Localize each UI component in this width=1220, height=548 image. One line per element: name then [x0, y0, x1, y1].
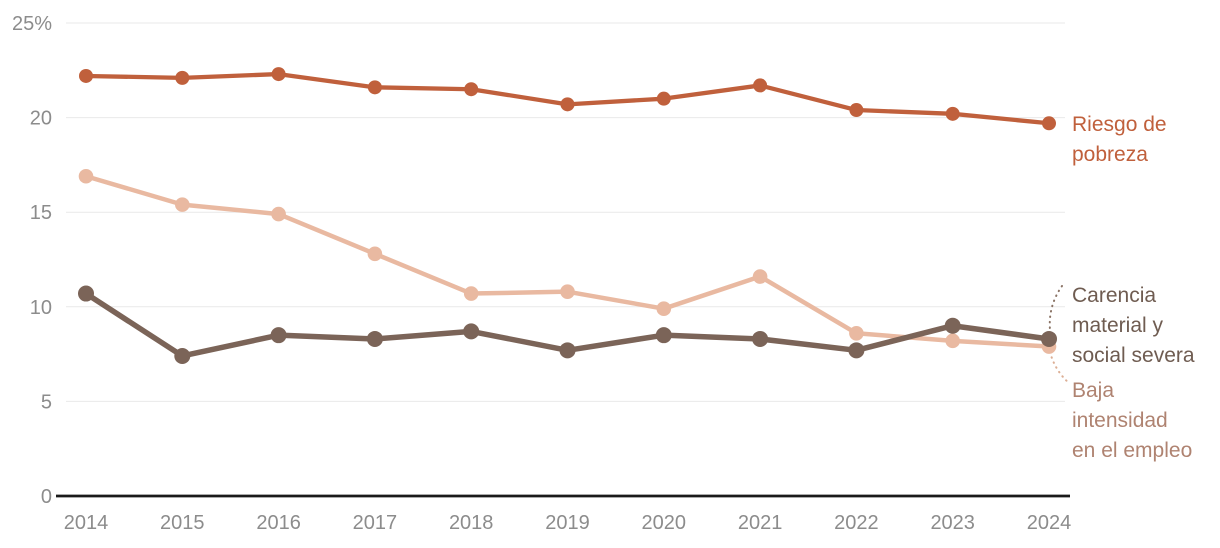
series-baja-intensidad-en-el-empleo [78, 168, 1057, 354]
data-point-riesgo-de-pobreza-2022[interactable] [849, 103, 864, 118]
data-point-carencia-material-y-social-severa-2020[interactable] [655, 327, 672, 344]
data-point-riesgo-de-pobreza-2018[interactable] [464, 82, 479, 97]
x-tick-label-2014: 2014 [64, 512, 109, 534]
series-label-line: social severa [1072, 344, 1195, 367]
series-label-line: Baja [1072, 379, 1114, 402]
x-tick-label-2024: 2024 [1027, 512, 1072, 534]
data-point-riesgo-de-pobreza-2016[interactable] [271, 67, 286, 82]
series-label-line: pobreza [1072, 143, 1148, 166]
data-point-baja-intensidad-en-el-empleo-2019[interactable] [560, 284, 575, 299]
label-leader-lines [1048, 285, 1071, 385]
data-point-carencia-material-y-social-severa-2019[interactable] [559, 342, 576, 359]
data-point-carencia-material-y-social-severa-2017[interactable] [366, 330, 383, 347]
data-point-baja-intensidad-en-el-empleo-2020[interactable] [656, 301, 672, 316]
data-point-riesgo-de-pobreza-2019[interactable] [560, 97, 575, 112]
y-tick-label-25: 25% [12, 13, 52, 35]
series-label-carencia-material-y-social-severa: Carencia material y social severa [1072, 284, 1195, 367]
data-point-riesgo-de-pobreza-2024[interactable] [1042, 116, 1056, 131]
x-tick-label-2016: 2016 [256, 512, 301, 534]
axis-and-series-labels: 0 5 10 15 20 25% 2014 2015 2016 2017 2018 2019 2020 2… [12, 13, 1195, 534]
series-layer [78, 67, 1057, 364]
series-carencia-material-y-social-severa [78, 285, 1057, 364]
data-point-carencia-material-y-social-severa-2021[interactable] [752, 330, 769, 347]
series-label-line: en el empleo [1072, 439, 1192, 462]
x-tick-label-2023: 2023 [930, 512, 975, 534]
gridlines [66, 22, 1065, 402]
data-point-baja-intensidad-en-el-empleo-2015[interactable] [175, 197, 190, 212]
series-label-baja-intensidad-en-el-empleo: Baja intensidad en el empleo [1072, 379, 1192, 462]
x-tick-label-2017: 2017 [353, 512, 398, 534]
x-tick-label-2019: 2019 [545, 512, 590, 534]
series-label-line: Carencia [1072, 284, 1156, 307]
data-point-riesgo-de-pobreza-2017[interactable] [367, 80, 382, 95]
series-label-line: Riesgo de [1072, 113, 1167, 136]
data-point-riesgo-de-pobreza-2021[interactable] [753, 78, 768, 93]
data-point-carencia-material-y-social-severa-2015[interactable] [174, 347, 191, 364]
data-point-carencia-material-y-social-severa-2018[interactable] [463, 323, 480, 340]
x-tick-label-2020: 2020 [642, 512, 687, 534]
data-point-riesgo-de-pobreza-2015[interactable] [175, 70, 190, 85]
data-point-baja-intensidad-en-el-empleo-2023[interactable] [945, 333, 960, 349]
data-point-baja-intensidad-en-el-empleo-2018[interactable] [463, 286, 479, 301]
y-tick-label-5: 5 [41, 391, 52, 413]
data-point-carencia-material-y-social-severa-2023[interactable] [944, 317, 961, 334]
data-point-carencia-material-y-social-severa-2022[interactable] [848, 342, 865, 359]
data-point-riesgo-de-pobreza-2023[interactable] [945, 106, 960, 121]
y-tick-label-10: 10 [30, 297, 52, 319]
series-label-line: material y [1072, 314, 1164, 337]
data-point-riesgo-de-pobreza-2020[interactable] [656, 91, 671, 106]
leader-line-carencia [1048, 285, 1063, 331]
series-label-riesgo-de-pobreza: Riesgo de pobreza [1072, 113, 1167, 166]
x-tick-label-2022: 2022 [834, 512, 879, 534]
data-point-riesgo-de-pobreza-2014[interactable] [79, 68, 93, 83]
data-point-baja-intensidad-en-el-empleo-2016[interactable] [271, 206, 286, 222]
y-tick-label-15: 15 [30, 202, 52, 224]
data-point-carencia-material-y-social-severa-2024[interactable] [1041, 330, 1057, 347]
data-point-baja-intensidad-en-el-empleo-2022[interactable] [849, 325, 864, 341]
y-tick-label-20: 20 [30, 108, 52, 130]
data-point-carencia-material-y-social-severa-2014[interactable] [78, 285, 94, 302]
data-point-baja-intensidad-en-el-empleo-2017[interactable] [367, 246, 383, 262]
x-tick-label-2018: 2018 [449, 512, 494, 534]
series-label-line: intensidad [1072, 409, 1168, 432]
data-point-baja-intensidad-en-el-empleo-2021[interactable] [752, 269, 768, 284]
x-tick-label-2015: 2015 [160, 512, 205, 534]
x-tick-label-2021: 2021 [738, 512, 783, 534]
data-point-carencia-material-y-social-severa-2016[interactable] [270, 327, 287, 344]
series-line-baja-intensidad-en-el-empleo [83, 174, 1052, 349]
data-point-baja-intensidad-en-el-empleo-2014[interactable] [78, 168, 94, 184]
y-tick-label-0: 0 [41, 486, 52, 508]
leader-line-baja [1049, 351, 1071, 385]
series-riesgo-de-pobreza [79, 67, 1056, 131]
